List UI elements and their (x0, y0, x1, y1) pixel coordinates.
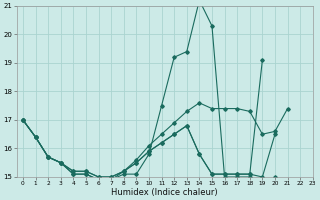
X-axis label: Humidex (Indice chaleur): Humidex (Indice chaleur) (111, 188, 218, 197)
